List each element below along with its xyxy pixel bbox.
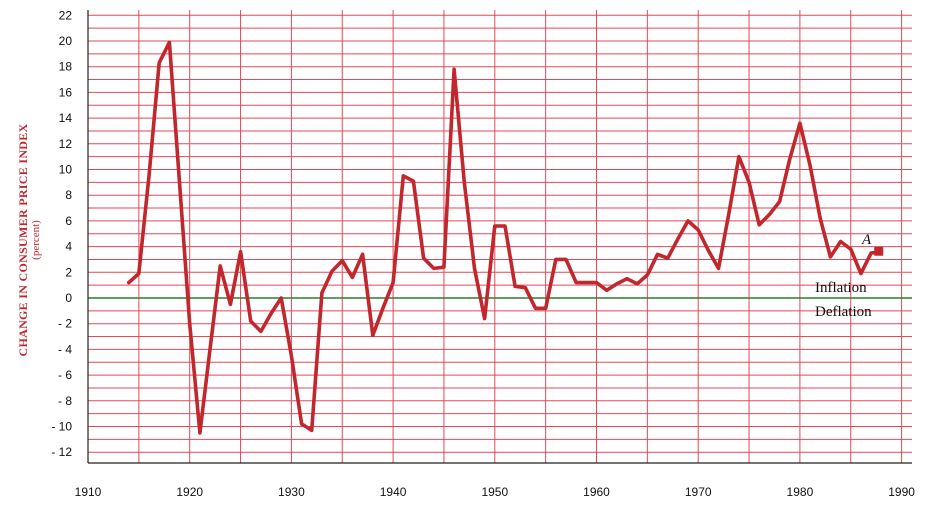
y-tick-label: - 8 xyxy=(58,394,72,408)
y-tick-label: 0 xyxy=(65,291,72,305)
y-tick-label: 6 xyxy=(65,214,72,228)
y-tick-label: 18 xyxy=(59,60,73,74)
y-tick-label: 14 xyxy=(59,111,73,125)
x-tick-label: 1930 xyxy=(278,485,305,499)
x-tick-label: 1940 xyxy=(380,485,407,499)
y-axis-ticks: - 12 - 10 - 8 - 6 - 4 - 2 0 2 4 6 8 10 12 14 16 18 20 22 xyxy=(51,8,72,459)
y-axis-title: CHANGE IN CONSUMER PRICE INDEX xyxy=(16,123,30,356)
series-line-cpi-change xyxy=(126,40,884,435)
point-a-marker xyxy=(874,246,884,256)
point-a-label: A xyxy=(861,232,872,248)
y-tick-label: - 4 xyxy=(58,342,72,356)
y-tick-label: 16 xyxy=(59,85,73,99)
x-tick-label: 1960 xyxy=(583,485,610,499)
x-tick-label: 1980 xyxy=(787,485,814,499)
inflation-label: Inflation xyxy=(815,280,867,296)
grid-lines xyxy=(87,10,912,463)
y-tick-label: 2 xyxy=(65,265,72,279)
axis-frame xyxy=(87,10,912,464)
y-tick-label: 12 xyxy=(59,137,73,151)
x-tick-label: 1970 xyxy=(685,485,712,499)
y-tick-label: - 12 xyxy=(51,445,72,459)
x-axis-ticks: 1910 1920 1930 1940 1950 1960 1970 1980 1990 xyxy=(75,485,916,499)
y-tick-label: - 6 xyxy=(58,368,72,382)
y-tick-label: - 2 xyxy=(58,317,72,331)
x-tick-label: 1950 xyxy=(481,485,508,499)
y-tick-label: 20 xyxy=(59,34,73,48)
y-tick-label: 4 xyxy=(65,240,72,254)
y-tick-label: - 10 xyxy=(51,420,72,434)
y-tick-label: 22 xyxy=(59,8,73,22)
y-tick-label: 8 xyxy=(65,188,72,202)
deflation-label: Deflation xyxy=(815,304,872,320)
y-axis-unit: (percent) xyxy=(30,220,42,260)
x-tick-label: 1910 xyxy=(75,485,102,499)
x-tick-label: 1990 xyxy=(888,485,915,499)
x-tick-label: 1920 xyxy=(176,485,203,499)
y-tick-label: 10 xyxy=(59,163,73,177)
